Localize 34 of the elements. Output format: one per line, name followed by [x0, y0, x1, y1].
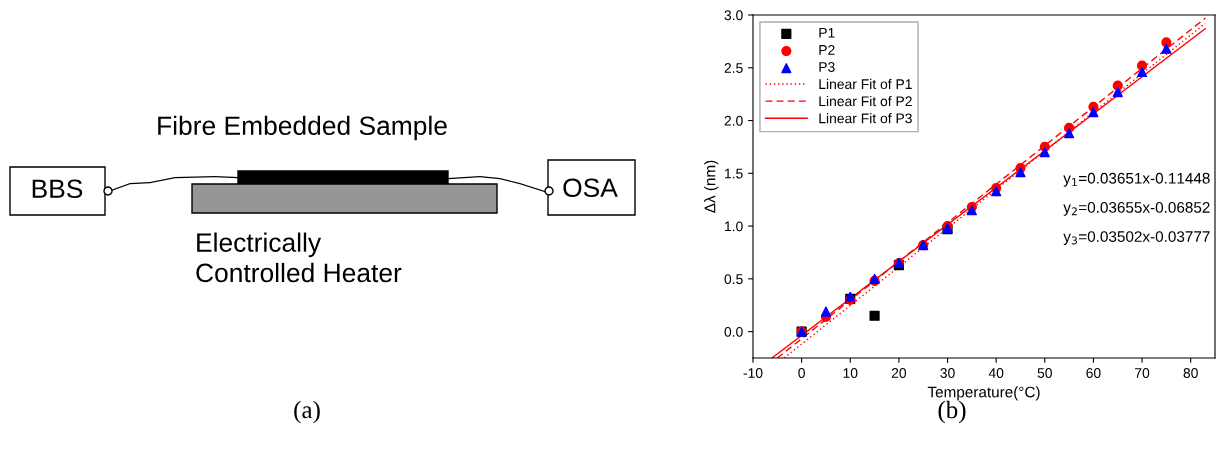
text: (a): [294, 400, 320, 424]
text: BBS: [32, 179, 83, 199]
text: (b): [938, 400, 966, 424]
y-tick-label: 2.5: [724, 63, 743, 73]
x-tick-label: 60: [1086, 368, 1101, 378]
legend-label: P1: [819, 28, 835, 38]
x-tick-label: 0: [798, 368, 805, 378]
annotation: y$_{2}$=0.03655x-0.06852: [1063, 202, 1210, 216]
annotation: y$_{1}$=0.03651x-0.11448: [1063, 172, 1210, 187]
x-tick-label: 20: [891, 368, 907, 378]
y-tick-label: 2.0: [724, 115, 743, 126]
legend-label: Linear Fit of P2: [819, 95, 912, 107]
legend-label: P3: [819, 62, 835, 72]
x-tick-label: 30: [940, 368, 955, 378]
y-tick-label: 3.0: [724, 10, 743, 21]
x-axis-title: Temperature(°C): [927, 386, 1040, 401]
legend-label: Linear Fit of P1: [819, 78, 912, 90]
x-tick-label: 50: [1037, 368, 1052, 378]
text: OSA: [563, 178, 618, 198]
x-tick-label: 80: [1183, 368, 1198, 378]
text: Electrically Controlled Heater: [196, 232, 402, 283]
y-axis-title: Δλ (nm): [704, 160, 719, 213]
y-tick-label: 0.0: [724, 326, 743, 337]
x-tick-label: 70: [1135, 368, 1150, 378]
y-tick-label: 1.5: [725, 168, 743, 179]
x-tick-label: -10: [743, 368, 763, 378]
x-tick-label: 10: [843, 368, 858, 378]
annotation: y$_{3}$=0.03502x-0.03777: [1063, 231, 1210, 246]
legend-label: P2: [819, 44, 835, 55]
x-tick-label: 40: [988, 368, 1004, 378]
y-tick-label: 0.5: [724, 274, 743, 285]
text: Fibre Embedded Sample: [158, 115, 447, 141]
legend-label: Linear Fit of P3: [819, 113, 912, 124]
y-tick-label: 1.0: [725, 221, 743, 232]
